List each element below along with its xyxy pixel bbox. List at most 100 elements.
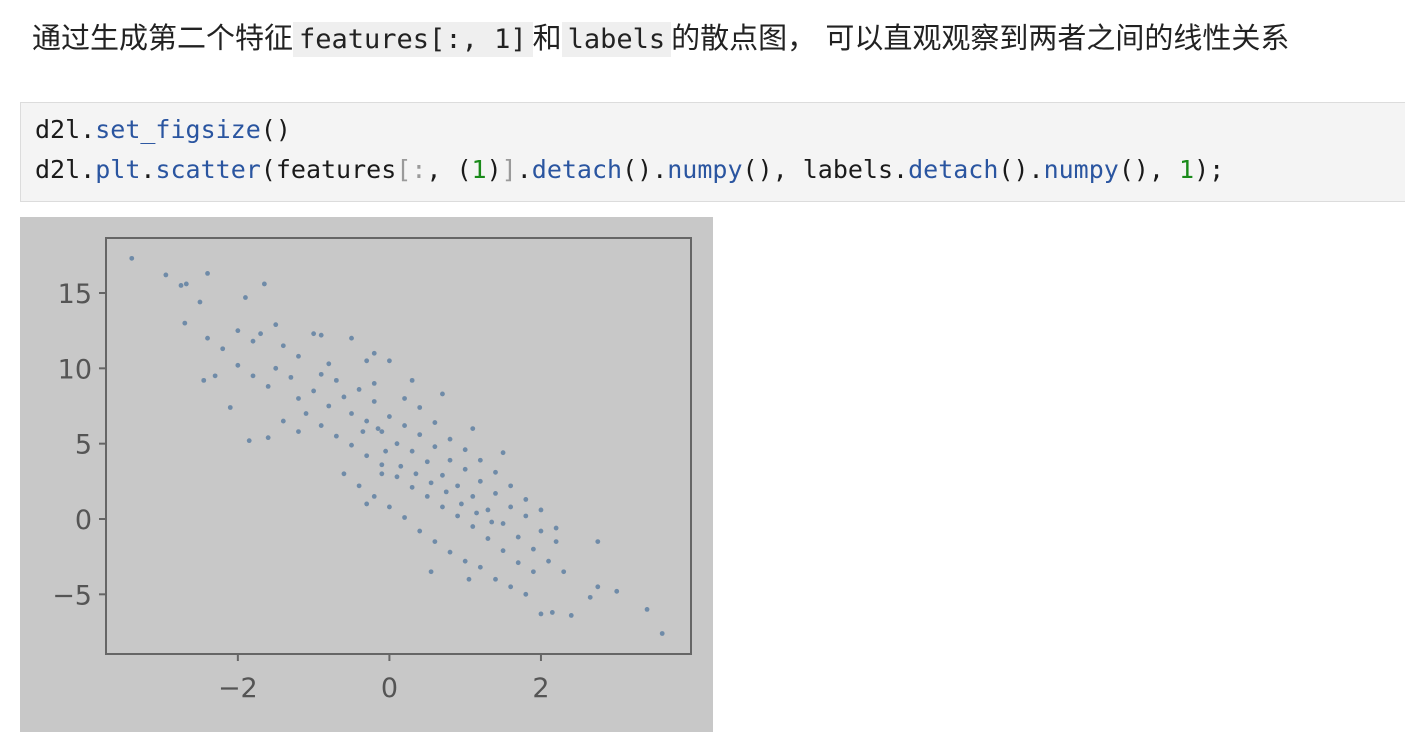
point <box>538 528 544 534</box>
point <box>205 335 210 341</box>
y-tick-label: 10 <box>58 354 92 385</box>
code-token: ) <box>486 155 502 184</box>
point <box>220 346 226 352</box>
point <box>129 255 135 261</box>
point <box>288 374 294 380</box>
point <box>258 331 263 337</box>
code-token: d2l. <box>35 155 96 184</box>
point <box>485 507 491 513</box>
point <box>178 283 184 288</box>
point <box>402 515 407 520</box>
point <box>341 471 347 477</box>
point <box>485 536 491 541</box>
point <box>523 513 529 519</box>
point <box>515 534 521 540</box>
point <box>333 377 339 383</box>
code-token: numpy <box>1043 155 1119 184</box>
y-tick-label: 5 <box>75 430 92 461</box>
text: 的散点图， 可以直观观察到两者之间的线性关系 <box>671 21 1290 55</box>
point <box>477 478 483 484</box>
point <box>432 420 438 425</box>
point <box>265 384 271 389</box>
code-token: [: <box>396 155 427 184</box>
code-token: (). <box>998 155 1044 184</box>
y-tick-label: 0 <box>75 505 92 536</box>
point <box>428 569 434 575</box>
point <box>182 320 188 326</box>
point <box>523 591 529 597</box>
code-token: . <box>140 155 156 184</box>
point <box>549 610 555 615</box>
point <box>326 361 332 367</box>
code-token: () <box>260 115 291 144</box>
point <box>261 281 267 287</box>
point <box>250 338 256 344</box>
code-token: , ( <box>426 155 472 184</box>
point <box>538 507 544 513</box>
chart: −2 0 2 −5 0 5 10 15 <box>20 217 713 732</box>
point <box>493 469 498 475</box>
point <box>371 399 377 404</box>
code-token: d2l. <box>35 115 96 144</box>
code-token: detach <box>908 155 999 184</box>
point <box>489 519 495 525</box>
y-tick-label: −5 <box>52 580 92 611</box>
point <box>447 457 453 463</box>
point <box>333 433 339 439</box>
point <box>413 471 419 477</box>
point <box>443 489 449 495</box>
code-token: (). <box>622 155 668 184</box>
point <box>474 510 479 516</box>
point <box>659 631 665 636</box>
point <box>364 418 370 424</box>
point <box>417 528 423 534</box>
point <box>318 371 324 377</box>
code-token: . <box>516 155 532 184</box>
point <box>387 358 392 364</box>
point <box>455 483 461 489</box>
point <box>462 558 468 564</box>
point <box>394 474 400 480</box>
code-token: numpy <box>667 155 743 184</box>
point <box>349 411 354 416</box>
point <box>409 448 415 454</box>
point <box>523 497 529 502</box>
point <box>462 466 468 472</box>
point <box>235 362 241 368</box>
point <box>394 441 400 447</box>
point <box>515 560 521 566</box>
point <box>447 436 453 442</box>
point <box>493 576 498 582</box>
point <box>500 450 506 456</box>
inline-code: features[:, 1] <box>293 22 533 57</box>
code-line: d2l.set_figsize() <box>35 115 291 144</box>
point <box>561 569 567 575</box>
point <box>265 435 271 441</box>
point <box>356 387 362 392</box>
figure-background <box>20 217 713 732</box>
text: 通过生成第二个特征 <box>32 21 294 55</box>
point <box>375 426 381 431</box>
point <box>440 391 445 397</box>
x-tick-label: 0 <box>381 673 398 704</box>
point <box>227 405 233 410</box>
paragraph: 通过生成第二个特征 features[:, 1] 和 labels 的散点图， 可以直观… <box>32 14 1289 64</box>
point <box>470 524 476 529</box>
point <box>296 429 301 435</box>
point <box>440 504 445 510</box>
point <box>250 373 256 379</box>
point <box>318 332 324 338</box>
point <box>379 429 385 435</box>
point <box>311 331 317 337</box>
point <box>417 432 423 438</box>
point <box>360 429 366 435</box>
point <box>246 438 252 444</box>
point <box>462 447 468 453</box>
point <box>424 459 430 465</box>
code-token: detach <box>531 155 623 184</box>
point <box>280 343 286 349</box>
point <box>587 594 593 600</box>
point <box>205 271 210 276</box>
code-block: d2l.set_figsize() d2l.plt.scatter(feature… <box>20 102 1405 202</box>
